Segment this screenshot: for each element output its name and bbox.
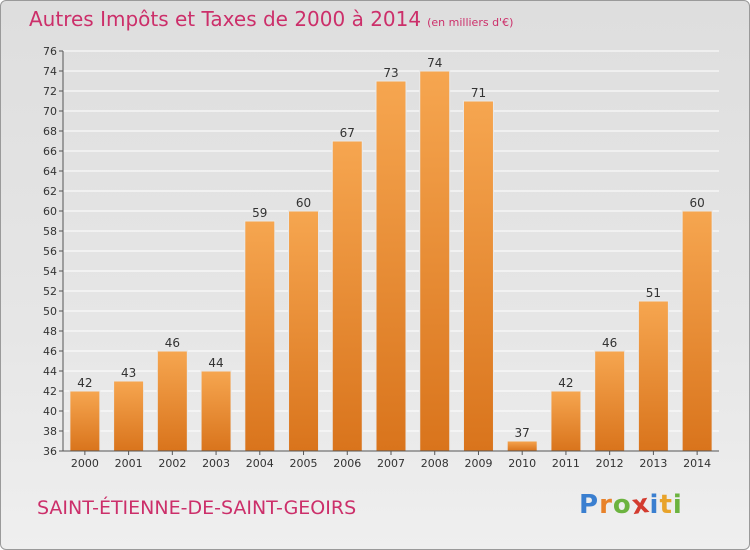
x-tick-label-2003: 2003 xyxy=(202,457,230,470)
y-tick-label: 74 xyxy=(43,65,57,78)
value-label-2010: 37 xyxy=(515,426,530,440)
bar-2011[interactable] xyxy=(550,390,582,452)
bar-2000[interactable] xyxy=(69,390,101,452)
x-tick-label-2006: 2006 xyxy=(333,457,361,470)
proxiti-logo[interactable]: Proxiti xyxy=(579,488,683,522)
y-tick-label: 58 xyxy=(43,225,57,238)
y-tick-label: 62 xyxy=(43,185,57,198)
logo-letter: t xyxy=(659,490,673,520)
value-label-2009: 71 xyxy=(471,86,486,100)
logo-letter: i xyxy=(672,490,683,520)
bar-2012[interactable] xyxy=(594,350,626,452)
x-tick-label-2014: 2014 xyxy=(683,457,711,470)
x-tick-label-2001: 2001 xyxy=(115,457,143,470)
logo-letter: r xyxy=(599,490,613,520)
y-tick-label: 36 xyxy=(43,445,57,458)
y-tick-label: 64 xyxy=(43,165,57,178)
y-tick-label: 38 xyxy=(43,425,57,438)
value-label-2006: 67 xyxy=(340,126,355,140)
y-tick-label: 76 xyxy=(43,45,57,58)
value-label-2008: 74 xyxy=(427,56,442,70)
bar-2009[interactable] xyxy=(462,100,494,452)
value-label-2013: 51 xyxy=(646,286,661,300)
bars xyxy=(69,70,713,452)
logo-letter: i xyxy=(649,490,660,520)
y-tick-label: 70 xyxy=(43,105,57,118)
value-label-2001: 43 xyxy=(121,366,136,380)
y-tick-label: 44 xyxy=(43,365,57,378)
logo-letter: x xyxy=(629,488,652,522)
value-label-2012: 46 xyxy=(602,336,617,350)
y-tick-label: 56 xyxy=(43,245,57,258)
value-label-2014: 60 xyxy=(689,196,704,210)
y-tick-label: 46 xyxy=(43,345,57,358)
value-label-2005: 60 xyxy=(296,196,311,210)
bar-2003[interactable] xyxy=(200,370,232,452)
value-label-2003: 44 xyxy=(208,356,223,370)
town-name: SAINT-ÉTIENNE-DE-SAINT-GEOIRS xyxy=(37,497,357,519)
bar-2008[interactable] xyxy=(419,70,451,452)
bar-2010[interactable] xyxy=(506,440,538,452)
value-label-2007: 73 xyxy=(383,66,398,80)
y-tick-label: 68 xyxy=(43,125,57,138)
y-tick-label: 40 xyxy=(43,405,57,418)
y-tick-label: 66 xyxy=(43,145,57,158)
bar-2006[interactable] xyxy=(331,140,363,452)
y-tick-label: 50 xyxy=(43,305,57,318)
x-tick-label-2008: 2008 xyxy=(421,457,449,470)
x-tick-label-2011: 2011 xyxy=(552,457,580,470)
chart-unit: (en milliers d'€) xyxy=(427,16,514,29)
value-labels: 42 43 46 44 59 60 67 73 74 71 37 42 46 51 60 xyxy=(77,56,705,440)
y-tick-label: 54 xyxy=(43,265,57,278)
value-label-2004: 59 xyxy=(252,206,267,220)
value-label-2002: 46 xyxy=(165,336,180,350)
bar-2002[interactable] xyxy=(156,350,188,452)
x-tick-label-2007: 2007 xyxy=(377,457,405,470)
y-tick-label: 42 xyxy=(43,385,57,398)
bar-2004[interactable] xyxy=(244,220,276,452)
value-label-2011: 42 xyxy=(558,376,573,390)
x-tick-label-2000: 2000 xyxy=(71,457,99,470)
x-axis: 2000 2001 2002 2003 2004 2005 2006 2007 2008 2009… xyxy=(63,450,719,470)
y-axis: 36 38 40 42 44 46 48 50 52 54 56 58 60 62 64 66 68 70 72 74… xyxy=(43,45,64,458)
x-tick-label-2010: 2010 xyxy=(508,457,536,470)
bar-2013[interactable] xyxy=(637,300,669,452)
bar-2014[interactable] xyxy=(681,210,713,452)
logo-letter: o xyxy=(612,490,632,520)
x-tick-label-2009: 2009 xyxy=(464,457,492,470)
bar-2005[interactable] xyxy=(288,210,320,452)
y-tick-label: 72 xyxy=(43,85,57,98)
chart-title-text: Autres Impôts et Taxes de 2000 à 2014 xyxy=(29,7,422,31)
bar-2001[interactable] xyxy=(113,380,145,452)
y-tick-label: 48 xyxy=(43,325,57,338)
x-tick-label-2005: 2005 xyxy=(290,457,318,470)
value-label-2000: 42 xyxy=(77,376,92,390)
bar-2007[interactable] xyxy=(375,80,407,452)
x-tick-label-2004: 2004 xyxy=(246,457,274,470)
x-tick-label-2013: 2013 xyxy=(639,457,667,470)
x-tick-label-2012: 2012 xyxy=(596,457,624,470)
x-tick-label-2002: 2002 xyxy=(158,457,186,470)
chart-title: Autres Impôts et Taxes de 2000 à 2014 (en… xyxy=(29,7,513,31)
logo-letter: P xyxy=(579,490,600,520)
y-tick-label: 52 xyxy=(43,285,57,298)
y-tick-label: 60 xyxy=(43,205,57,218)
